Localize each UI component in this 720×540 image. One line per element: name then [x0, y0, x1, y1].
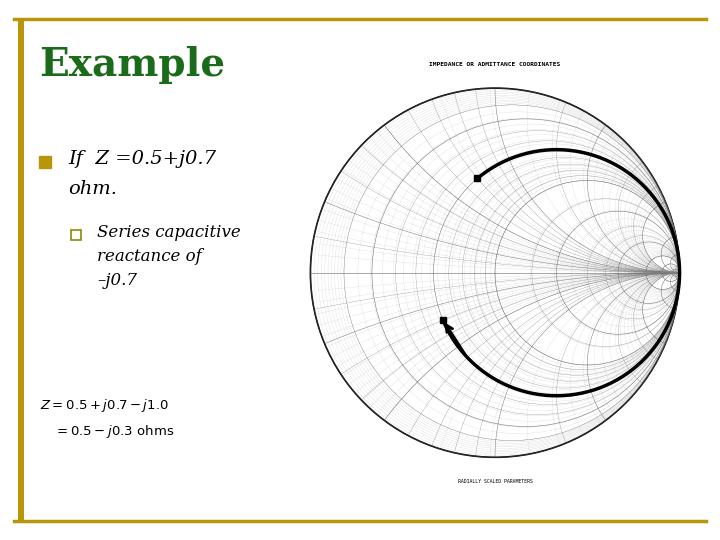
Text: If  Z =0.5+j0.7: If Z =0.5+j0.7 — [68, 150, 217, 168]
Text: $= 0.5 - \mathit{j}0.3\ \mathrm{ohms}$: $= 0.5 - \mathit{j}0.3\ \mathrm{ohms}$ — [54, 423, 174, 441]
Bar — [18, 19, 24, 521]
Text: ohm.: ohm. — [68, 180, 117, 198]
Text: IMPEDANCE OR ADMITTANCE COORDINATES: IMPEDANCE OR ADMITTANCE COORDINATES — [429, 62, 561, 66]
Text: Series capacitive: Series capacitive — [97, 224, 241, 241]
Text: –j0.7: –j0.7 — [97, 272, 138, 289]
Text: $\mathit{Z} = 0.5 + \mathit{j}0.7 - \mathit{j}1.0$: $\mathit{Z} = 0.5 + \mathit{j}0.7 - \mat… — [40, 396, 168, 414]
Text: reactance of: reactance of — [97, 248, 202, 265]
Text: Example: Example — [40, 46, 226, 84]
Text: RADIALLY SCALED PARAMETERS: RADIALLY SCALED PARAMETERS — [458, 479, 532, 484]
